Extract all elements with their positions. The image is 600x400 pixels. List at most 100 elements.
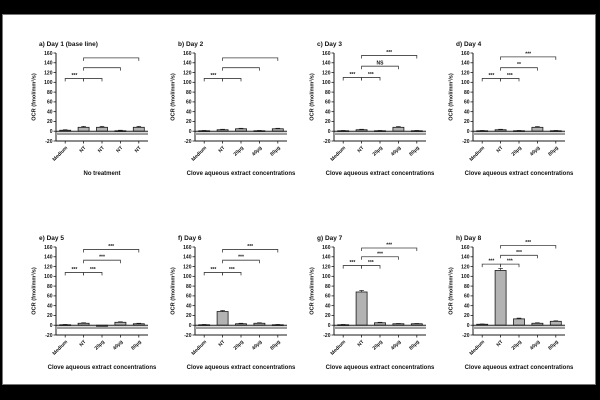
y-tick-label: -20 [184,333,191,339]
y-tick-label: 40 [47,109,53,115]
y-tick-label: 40 [325,109,331,115]
y-tick-label: 120 [322,264,331,270]
y-tick-label: 80 [47,90,53,96]
significance-bracket [83,78,103,82]
y-axis-title: OCR (fmol/mm²/s) [170,73,177,121]
x-tick-label: 80µg [269,145,281,157]
x-tick-label: 20µg [511,145,523,157]
x-tick-label: Medium [191,145,209,163]
y-tick-label: 100 [461,80,470,86]
bar-NT [494,270,507,326]
y-tick-label: 40 [325,303,331,309]
y-tick-label: 80 [47,284,53,290]
panel-title: b) Day 2 [178,41,204,48]
significance-label: NS [377,61,385,67]
y-tick-label: 100 [183,80,192,86]
y-tick-label: -20 [323,333,330,339]
y-tick-label: 0 [467,323,470,329]
y-axis-title: OCR (fmol/mm²/s) [309,73,316,121]
y-tick-label: 140 [44,61,53,67]
x-tick-label: 40µg [251,339,263,351]
y-tick-label: 80 [325,90,331,96]
y-tick-label: 160 [322,245,331,251]
x-axis-title: Clove aqueous extract concentrations [465,365,574,371]
significance-bracket [222,78,242,82]
y-tick-label: 20 [325,119,331,125]
bar-20µg [513,318,525,326]
y-tick-label: 60 [464,294,470,300]
significance-bracket [500,263,520,268]
y-tick-label: -20 [45,333,52,339]
x-tick-label: 40µg [529,339,541,351]
y-axis-title: OCR (fmol/mm²/s) [448,267,455,315]
x-tick-label: 40µg [529,145,541,157]
y-tick-label: 20 [47,313,53,319]
y-tick-label: 100 [322,80,331,86]
y-tick-label: 0 [50,129,53,135]
y-tick-label: 0 [328,129,331,135]
y-tick-label: 80 [325,284,331,290]
significance-label: *** [247,244,253,250]
y-tick-label: 60 [47,294,53,300]
y-tick-label: 60 [325,100,331,106]
y-tick-label: 80 [464,284,470,290]
y-tick-label: 60 [47,100,53,106]
y-tick-label: 100 [322,274,331,280]
y-tick-label: 160 [461,51,470,57]
y-tick-label: 160 [183,245,192,251]
significance-bracket [222,249,279,253]
x-tick-label: 20µg [94,339,106,351]
x-tick-label: 80µg [408,339,420,351]
significance-label: *** [516,250,522,256]
bar-NT [216,311,229,326]
significance-bracket [83,249,140,253]
y-axis-title: OCR (fmol/mm²/s) [170,267,177,315]
y-tick-label: 120 [322,70,331,76]
x-tick-label: 80µg [547,339,559,351]
significance-label: *** [108,244,114,250]
significance-label: *** [507,259,513,265]
y-axis-title: OCR (fmol/mm²/s) [31,73,38,121]
figure-canvas: a) Day 1 (base line) OCR (fmol/mm²/s) 160 1… [2,14,596,385]
x-axis-title: Clove aqueous extract concentrations [326,365,435,371]
x-tick-label: 40µg [112,339,124,351]
y-tick-label: 160 [44,245,53,251]
significance-label: *** [525,240,531,246]
panel-title: h) Day 8 [456,235,482,242]
significance-label: *** [368,72,374,78]
panel-title: c) Day 3 [317,41,342,48]
x-axis-title: No treatment [83,171,120,177]
y-tick-label: 60 [464,100,470,106]
y-tick-label: 140 [461,61,470,67]
y-axis-title: OCR (fmol/mm²/s) [31,267,38,315]
bar-40µg [531,126,544,132]
significance-bracket [361,77,381,81]
significance-bracket [222,272,242,276]
y-tick-label: 60 [186,100,192,106]
bar-NT [77,126,90,132]
x-tick-label: Medium [52,145,70,163]
y-tick-label: 20 [186,313,192,319]
y-tick-label: 160 [322,51,331,57]
y-tick-label: 60 [186,294,192,300]
x-tick-label: 80µg [269,339,281,351]
y-tick-label: 40 [464,303,470,309]
chart-day-8: h) Day 8 OCR (fmol/mm²/s) 160 140 120 100 80 60… [448,235,575,371]
x-tick-label: NT [496,145,505,154]
x-tick-label: NT [496,339,505,348]
x-tick-label: 20µg [233,339,245,351]
x-tick-label: NT [79,339,88,348]
significance-label: *** [229,267,235,273]
y-tick-label: 20 [325,313,331,319]
x-tick-label: 80µg [408,145,420,157]
y-tick-label: -20 [45,139,52,145]
y-tick-label: 140 [322,61,331,67]
significance-bracket [83,57,140,61]
y-tick-label: 100 [44,274,53,280]
significance-bracket [361,55,418,59]
chart-day-4: d) Day 4 OCR (fmol/mm²/s) 160 140 120 100 80 60… [448,41,575,177]
significance-bracket [83,259,121,264]
y-tick-label: -20 [462,139,469,145]
y-tick-label: 160 [461,245,470,251]
significance-bracket [500,56,557,60]
